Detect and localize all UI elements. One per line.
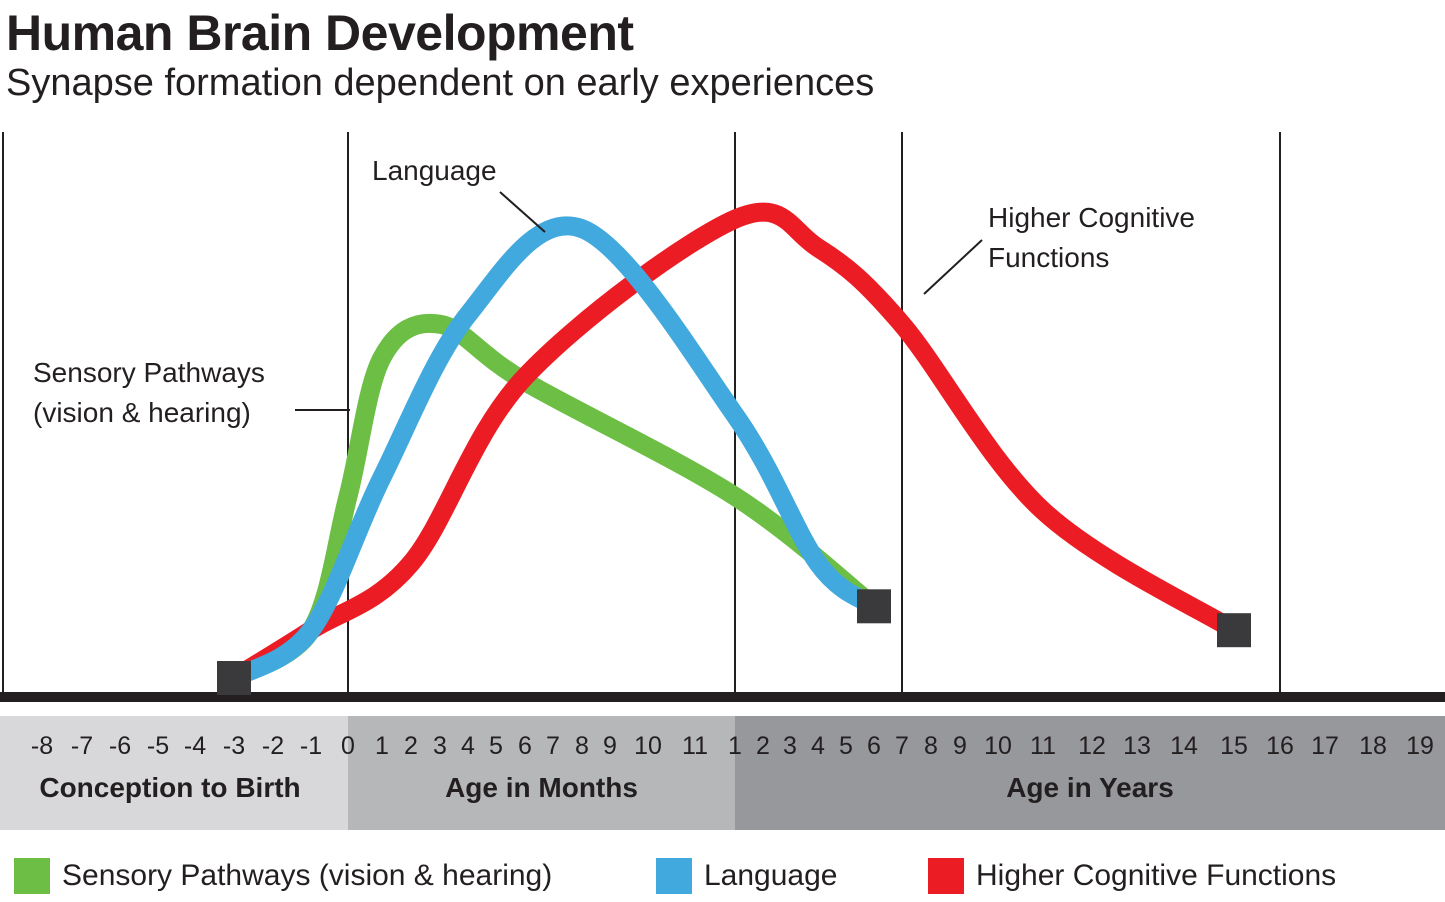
legend-item: Language bbox=[656, 858, 837, 894]
legend-item: Higher Cognitive Functions bbox=[928, 858, 1336, 894]
x-bands: Conception to Birth Age in Months Age in Y… bbox=[0, 716, 1445, 830]
tick-label: 18 bbox=[1359, 732, 1387, 760]
x-band bbox=[0, 716, 348, 830]
tick-label: 19 bbox=[1406, 732, 1434, 760]
tick-label: 2 bbox=[404, 732, 418, 760]
tick-label: 9 bbox=[603, 732, 617, 760]
end-marker bbox=[857, 589, 891, 624]
tick-label: 16 bbox=[1266, 732, 1294, 760]
tick-label: 4 bbox=[461, 732, 475, 760]
tick-label: 9 bbox=[953, 732, 967, 760]
tick-label: 13 bbox=[1123, 732, 1151, 760]
tick-label: 6 bbox=[867, 732, 881, 760]
annotation-leader bbox=[499, 191, 546, 233]
tick-label: 7 bbox=[895, 732, 909, 760]
legend-swatch bbox=[656, 858, 692, 894]
tick-label: 8 bbox=[575, 732, 589, 760]
tick-label: 12 bbox=[1078, 732, 1106, 760]
x-band-label: Conception to Birth bbox=[39, 772, 300, 803]
tick-label: -6 bbox=[109, 732, 131, 760]
end-marker bbox=[1217, 613, 1251, 648]
markers bbox=[217, 589, 1251, 695]
tick-label: 3 bbox=[433, 732, 447, 760]
tick-label: -8 bbox=[31, 732, 53, 760]
tick-label: -4 bbox=[184, 732, 206, 760]
tick-label: 5 bbox=[489, 732, 503, 760]
end-marker bbox=[217, 661, 251, 695]
legend: Sensory Pathways (vision & hearing) Langu… bbox=[0, 852, 1445, 902]
x-band bbox=[735, 716, 1445, 830]
x-band-label: Age in Months bbox=[445, 772, 638, 803]
legend-swatch bbox=[14, 858, 50, 894]
chart-subtitle: Synapse formation dependent on early exp… bbox=[6, 62, 875, 104]
tick-label: -1 bbox=[300, 732, 322, 760]
annotation-label: (vision & hearing) bbox=[33, 397, 251, 428]
legend-label: Sensory Pathways (vision & hearing) bbox=[62, 859, 553, 892]
tick-label: 10 bbox=[634, 732, 662, 760]
annotation-label: Language bbox=[372, 155, 497, 186]
legend-item: Sensory Pathways (vision & hearing) bbox=[14, 858, 552, 894]
series-line bbox=[224, 216, 884, 688]
tick-label: 7 bbox=[546, 732, 560, 760]
tick-label: 15 bbox=[1220, 732, 1248, 760]
tick-label: 6 bbox=[518, 732, 532, 760]
series-line bbox=[224, 202, 1244, 688]
tick-label: 8 bbox=[924, 732, 938, 760]
tick-label: 1 bbox=[375, 732, 389, 760]
annotation-leader bbox=[923, 239, 983, 295]
tick-label: 2 bbox=[756, 732, 770, 760]
tick-label: 11 bbox=[1030, 732, 1056, 760]
tick-label: 10 bbox=[984, 732, 1012, 760]
legend-swatch bbox=[928, 858, 964, 894]
tick-label: 14 bbox=[1170, 732, 1198, 760]
annotations: Language Higher Cognitive Functions Sensory… bbox=[33, 155, 1195, 428]
chart-plot: Conception to Birth Age in Months Age in Y… bbox=[0, 132, 1445, 830]
tick-label: -3 bbox=[223, 732, 245, 760]
legend-label: Language bbox=[704, 859, 838, 892]
tick-label: 5 bbox=[839, 732, 853, 760]
tick-label: 11 bbox=[682, 732, 708, 760]
tick-label: 0 bbox=[341, 732, 355, 760]
tick-label: 1 bbox=[728, 732, 742, 760]
tick-labels: -8 -7 -6 -5 -4 -3 -2 -1 0 1 2 3 4 5 6 7 8 9 10 11 1 2 3 4 5 6 7 8 9 1… bbox=[31, 732, 1434, 760]
chart-title: Human Brain Development bbox=[6, 5, 634, 61]
legend-label: Higher Cognitive Functions bbox=[976, 859, 1337, 892]
x-band-label: Age in Years bbox=[1006, 772, 1174, 803]
tick-label: 17 bbox=[1311, 732, 1339, 760]
tick-label: -5 bbox=[147, 732, 169, 760]
tick-label: -2 bbox=[262, 732, 284, 760]
annotation-label: Functions bbox=[988, 242, 1109, 273]
tick-label: -7 bbox=[71, 732, 93, 760]
x-band bbox=[348, 716, 735, 830]
series-lines bbox=[224, 202, 1244, 688]
tick-label: 4 bbox=[811, 732, 825, 760]
tick-label: 3 bbox=[783, 732, 797, 760]
annotation-label: Sensory Pathways bbox=[33, 357, 265, 388]
annotation-label: Higher Cognitive bbox=[988, 202, 1195, 233]
